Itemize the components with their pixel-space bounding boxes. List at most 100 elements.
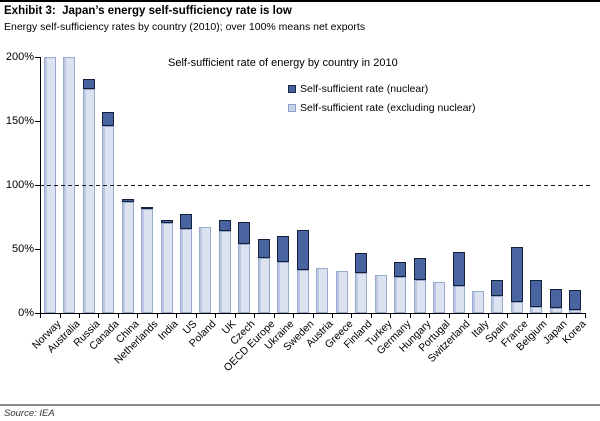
bar-segment-nuclear-switzerland — [452, 251, 465, 287]
bar-segment-excluding-nuclear-us — [180, 228, 192, 313]
bar-segment-nuclear-ukraine — [277, 236, 290, 262]
x-tick-mark — [332, 314, 333, 318]
bar-segment-nuclear-hungary — [413, 257, 426, 280]
bar-segment-excluding-nuclear-india — [160, 223, 173, 313]
bar-spain — [491, 57, 504, 313]
bar-korea — [569, 57, 582, 313]
chart-title: Self-sufficient rate of energy by countr… — [168, 57, 398, 69]
top-rule — [0, 0, 600, 2]
bar-ukraine — [277, 57, 290, 313]
legend-label-excluding-nuclear: Self-sufficient rate (excluding nuclear) — [300, 101, 476, 114]
x-tick-mark — [370, 314, 372, 318]
bar-segment-nuclear-us — [180, 214, 192, 229]
bar-segment-excluding-nuclear-czech — [238, 243, 251, 313]
bar-segment-excluding-nuclear-hungary — [413, 279, 426, 313]
x-tick-mark — [40, 314, 41, 318]
bar-hungary — [413, 57, 426, 313]
bar-oecd-europe — [257, 57, 270, 313]
bar-segment-excluding-nuclear-ukraine — [277, 261, 290, 313]
bar-segment-nuclear-belgium — [530, 279, 543, 307]
bar-segment-nuclear-canada — [102, 112, 115, 127]
bar-segment-excluding-nuclear-turkey — [374, 274, 387, 313]
bar-segment-nuclear-uk — [218, 219, 231, 232]
bar-segment-excluding-nuclear-switzerland — [452, 286, 465, 313]
x-tick-mark — [487, 314, 489, 318]
bar-segment-excluding-nuclear-belgium — [530, 306, 543, 313]
bar-segment-nuclear-sweden — [296, 229, 309, 270]
x-tick-mark — [312, 314, 314, 318]
bar-segment-excluding-nuclear-oecd-europe — [257, 258, 270, 313]
x-tick-mark — [390, 314, 392, 318]
bar-segment-nuclear-netherlands — [141, 206, 154, 210]
y-tick-label: 200% — [5, 50, 34, 63]
y-tick-mark — [35, 57, 40, 58]
x-tick-mark — [176, 314, 178, 318]
legend-swatch-excluding-nuclear-icon — [288, 103, 296, 112]
x-tick-mark — [429, 314, 431, 318]
bar-sweden — [296, 57, 309, 313]
bar-uk — [218, 57, 231, 313]
bar-finland — [355, 57, 368, 313]
bar-austria — [316, 57, 329, 313]
footer-rule — [0, 404, 600, 406]
bar-segment-nuclear-japan — [549, 288, 562, 308]
x-tick-mark — [78, 314, 80, 318]
reference-line-100pct — [40, 185, 593, 186]
y-tick-mark — [35, 249, 40, 250]
bar-segment-nuclear-korea — [569, 289, 582, 311]
bar-france — [510, 57, 523, 313]
bar-segment-excluding-nuclear-netherlands — [141, 209, 154, 313]
x-tick-mark — [195, 314, 197, 318]
bar-japan — [549, 57, 562, 313]
bar-poland — [199, 57, 212, 313]
x-tick-mark — [234, 314, 236, 318]
x-tick-mark — [546, 314, 548, 318]
x-tick-mark — [448, 314, 450, 318]
exhibit-title: Exhibit 3: Japan’s energy self-sufficien… — [4, 5, 292, 17]
y-tick-label: 50% — [11, 242, 34, 255]
x-tick-mark — [254, 314, 256, 318]
x-tick-mark — [59, 314, 61, 318]
x-tick-mark — [507, 314, 509, 318]
legend-item-nuclear: Self-sufficient rate (nuclear) — [288, 79, 475, 98]
bar-canada — [102, 57, 115, 313]
bar-segment-nuclear-india — [160, 219, 173, 224]
bar-segment-excluding-nuclear-greece — [335, 270, 348, 313]
x-tick-mark — [117, 314, 119, 318]
x-tick-mark — [565, 314, 567, 318]
bar-segment-nuclear-germany — [394, 261, 407, 278]
bar-segment-excluding-nuclear-korea — [569, 310, 582, 313]
bar-segment-excluding-nuclear-uk — [218, 231, 231, 313]
legend-swatch-nuclear-icon — [288, 84, 296, 93]
y-tick-mark — [35, 185, 40, 186]
bar-segment-nuclear-spain — [491, 279, 504, 297]
bar-germany — [394, 57, 407, 313]
bar-segment-excluding-nuclear-sweden — [296, 269, 309, 313]
bar-segment-excluding-nuclear-canada — [102, 126, 115, 313]
x-tick-mark — [526, 314, 528, 318]
bar-turkey — [374, 57, 387, 313]
bar-segment-excluding-nuclear-austria — [316, 268, 329, 313]
bar-segment-excluding-nuclear-portugal — [433, 282, 445, 313]
x-tick-mark — [351, 314, 353, 318]
x-tick-mark — [98, 314, 100, 318]
x-tick-mark — [409, 314, 411, 318]
bar-switzerland — [452, 57, 465, 313]
bar-segment-nuclear-oecd-europe — [257, 238, 270, 258]
bar-segment-nuclear-czech — [238, 222, 251, 244]
bar-segment-excluding-nuclear-china — [121, 201, 134, 313]
legend-label-nuclear: Self-sufficient rate (nuclear) — [300, 82, 429, 95]
bar-russia — [82, 57, 95, 313]
bar-segment-excluding-nuclear-poland — [199, 227, 212, 313]
y-tick-label: 100% — [5, 178, 34, 191]
y-tick-mark — [35, 313, 40, 314]
bar-segment-excluding-nuclear-japan — [549, 307, 562, 313]
bar-segment-excluding-nuclear-russia — [82, 89, 95, 313]
x-tick-mark — [585, 314, 586, 318]
x-axis-line — [40, 313, 586, 314]
bar-india — [160, 57, 173, 313]
bar-segment-nuclear-russia — [82, 78, 95, 89]
bar-belgium — [530, 57, 543, 313]
x-tick-mark — [293, 314, 294, 318]
